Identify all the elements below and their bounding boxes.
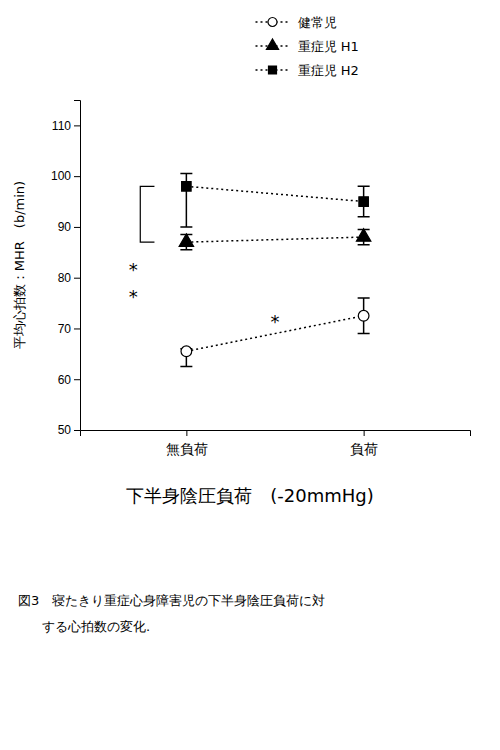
y-tick-mark: [74, 328, 80, 329]
legend-item: 重症児 H2: [256, 63, 359, 78]
chart-title: 下半身陰圧負荷 (-20mmHg): [126, 485, 373, 506]
data-layer: [179, 174, 371, 367]
y-tick-label: 50: [58, 423, 72, 437]
y-tick-mark: [74, 125, 80, 126]
y-tick: 110: [52, 119, 80, 133]
plot-area: 50 60 70 80 90 100 110 無負荷 負荷 * * *: [51, 101, 471, 458]
y-tick-label: 110: [52, 119, 71, 133]
series: [179, 229, 371, 250]
series: [180, 298, 369, 367]
y-tick: 60: [58, 373, 80, 387]
x-tick: 無負荷: [166, 430, 208, 457]
y-tick-mark: [74, 379, 80, 380]
caption: 図3 寝たきり重症心身障害児の下半身陰圧負荷に対: [18, 593, 325, 608]
legend-label: 重症児 H1: [298, 39, 359, 54]
significance-bracket: [140, 186, 154, 242]
marker: [358, 310, 369, 321]
x-axis: 無負荷 負荷: [81, 430, 471, 457]
y-axis: 50 60 70 80 90 100 110: [51, 101, 81, 438]
y-tick-mark: [74, 430, 80, 431]
annotations: * * *: [129, 186, 280, 332]
y-tick-label: 80: [58, 271, 72, 285]
legend-item: 重症児 H1: [256, 39, 359, 54]
chart: 50 60 70 80 90 100 110 無負荷 負荷 * * * 平均心拍数：MHR (b/min…: [0, 0, 500, 750]
marker: [179, 234, 193, 246]
y-axis-title: 平均心拍数：MHR (b/min): [12, 181, 27, 349]
x-tick-mark: [364, 430, 365, 436]
y-tick-label: 70: [58, 322, 72, 336]
marker: [359, 197, 368, 206]
y-tick: 90: [58, 220, 80, 234]
legend-item: 健常児: [256, 15, 337, 30]
annotation: *: [129, 259, 138, 280]
x-tick-label: 無負荷: [166, 441, 208, 457]
y-tick-label: 100: [51, 169, 71, 183]
y-tick-mark: [74, 176, 80, 177]
y-tick: 80: [58, 271, 80, 285]
legend-swatch-marker: [269, 66, 277, 74]
series: [180, 174, 369, 227]
series-line: [186, 186, 363, 201]
error-bar: [358, 298, 370, 334]
error-bar: [180, 174, 192, 227]
y-axis-line: [74, 101, 81, 431]
error-bar: [358, 186, 370, 216]
annotation: *: [271, 311, 280, 332]
marker: [182, 182, 191, 191]
x-axis-line: [81, 431, 471, 437]
legend-swatch-marker: [266, 39, 278, 50]
annotation: *: [129, 286, 138, 307]
caption: する心拍数の変化.: [42, 619, 150, 634]
marker: [356, 229, 370, 241]
y-tick-label: 90: [58, 220, 72, 234]
legend-label: 健常児: [298, 15, 337, 30]
legend: 健常児重症児 H1 重症児 H2: [256, 15, 359, 78]
x-tick-label: 負荷: [350, 441, 378, 457]
x-tick: 負荷: [350, 430, 378, 457]
y-tick: 100: [51, 169, 80, 183]
legend-swatch-marker: [268, 17, 277, 26]
series-line: [186, 237, 363, 242]
y-tick-label: 60: [58, 373, 72, 387]
y-tick: 70: [58, 322, 80, 336]
y-tick-mark: [74, 227, 80, 228]
marker: [181, 346, 192, 357]
y-tick-mark: [74, 278, 80, 279]
x-tick-mark: [186, 430, 187, 436]
legend-label: 重症児 H2: [298, 63, 359, 78]
y-tick: 50: [58, 423, 80, 437]
